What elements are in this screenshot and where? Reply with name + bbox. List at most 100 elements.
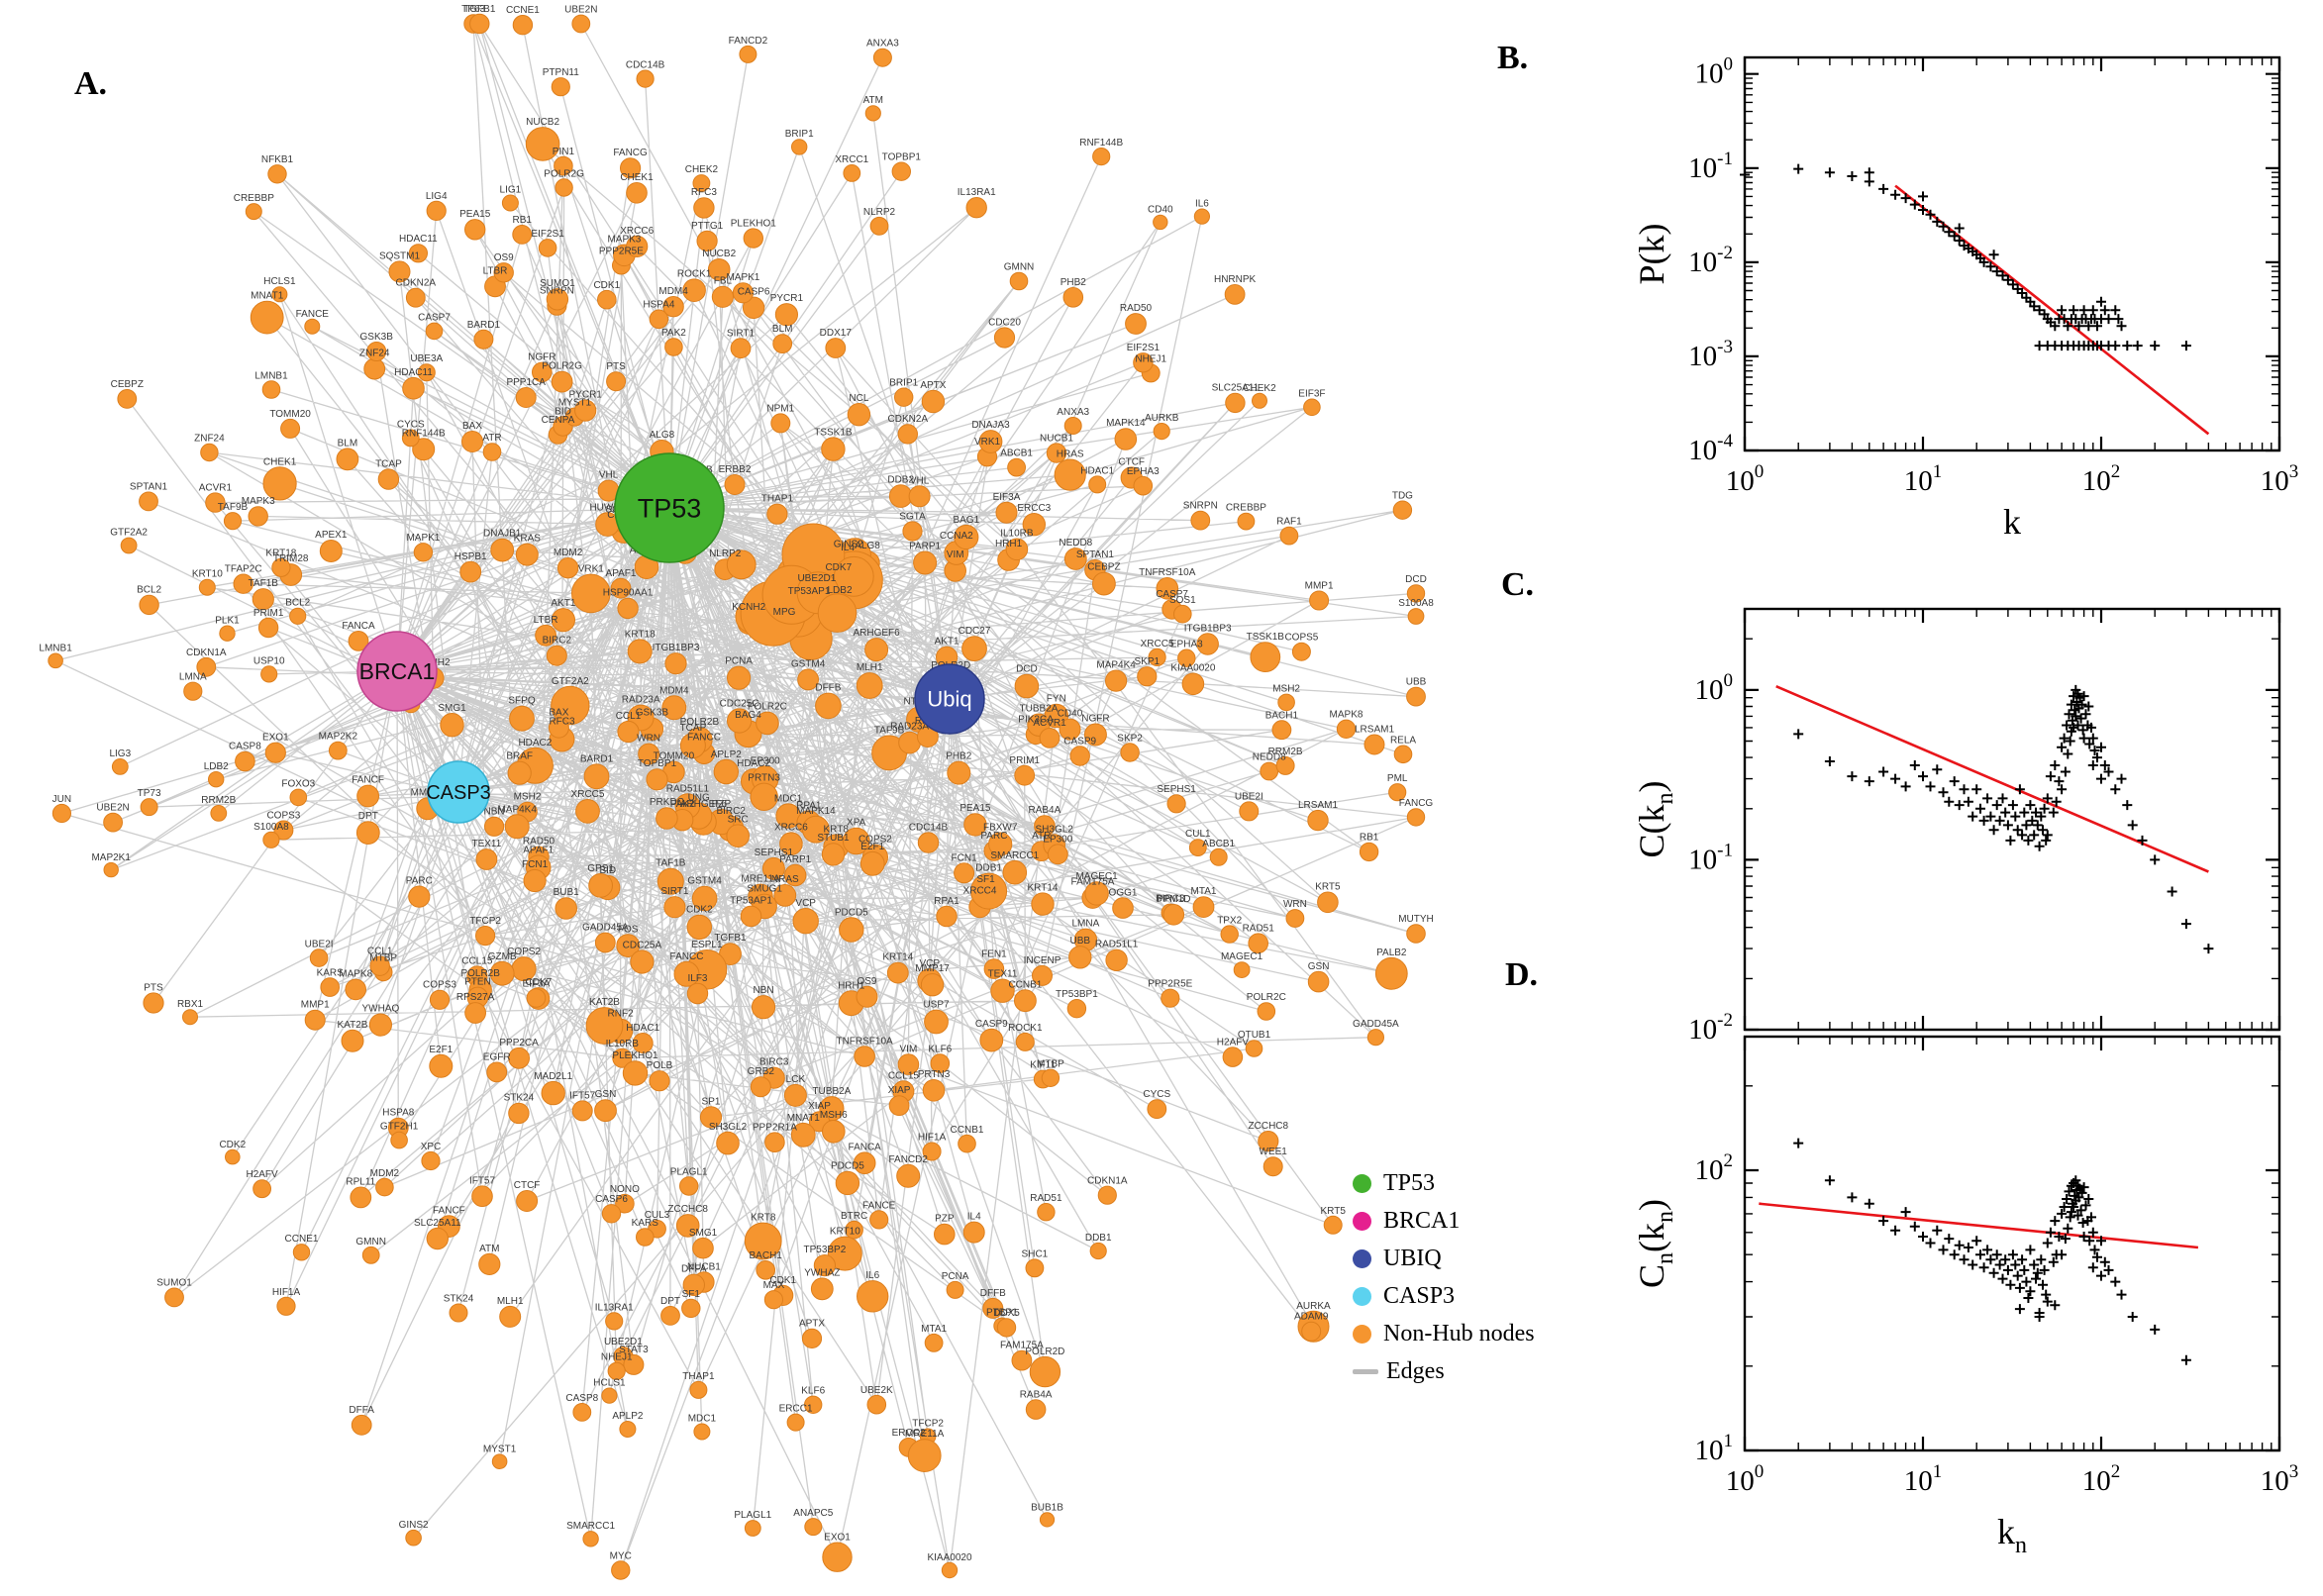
svg-text:NLRP2: NLRP2: [863, 207, 896, 218]
panel-a-label: A.: [74, 65, 108, 102]
svg-text:XRCC4: XRCC4: [963, 886, 997, 897]
svg-text:LMNA: LMNA: [1072, 919, 1100, 930]
svg-text:PLEKHO1: PLEKHO1: [612, 1050, 658, 1061]
svg-text:KRT18: KRT18: [625, 630, 656, 641]
svg-text:TNFRSF10A: TNFRSF10A: [1139, 567, 1196, 578]
svg-text:FAM175A: FAM175A: [1000, 1341, 1044, 1351]
svg-text:ATM: ATM: [863, 95, 883, 106]
edge-line-icon: [1353, 1368, 1378, 1374]
svg-text:CYCS: CYCS: [1143, 1089, 1170, 1100]
svg-text:RPL11: RPL11: [346, 1177, 375, 1188]
y-axis-title: Cn(kn): [1634, 1199, 1678, 1288]
svg-text:UBE3A: UBE3A: [410, 353, 443, 364]
svg-text:PTPN11: PTPN11: [543, 67, 579, 78]
svg-text:VCP: VCP: [920, 958, 941, 969]
svg-text:JUN: JUN: [52, 794, 71, 805]
svg-text:ATR: ATR: [1032, 831, 1051, 842]
svg-text:POLR2C: POLR2C: [1247, 992, 1286, 1003]
svg-text:WRN: WRN: [1283, 899, 1307, 910]
svg-text:MMP1: MMP1: [1305, 581, 1334, 592]
svg-text:SMARCC1: SMARCC1: [990, 850, 1039, 861]
svg-text:KAT2B: KAT2B: [338, 1020, 368, 1031]
svg-text:ESPL1: ESPL1: [691, 940, 723, 950]
fit-line: [1759, 1202, 2199, 1249]
svg-text:BCL2: BCL2: [285, 598, 310, 609]
svg-text:CHEK2: CHEK2: [685, 164, 719, 175]
svg-text:S100A8: S100A8: [253, 822, 289, 833]
svg-text:TFCP2: TFCP2: [469, 916, 501, 927]
svg-text:PTTG1: PTTG1: [691, 221, 724, 232]
svg-text:FEN1: FEN1: [981, 948, 1007, 959]
tp53-node-icon: [1353, 1173, 1371, 1193]
svg-text:MSH2: MSH2: [514, 792, 542, 803]
legend-label: TP53: [1383, 1169, 1436, 1196]
svg-text:TP53AP1: TP53AP1: [730, 896, 772, 907]
svg-text:FOS: FOS: [618, 924, 639, 935]
svg-text:CHEK1: CHEK1: [263, 456, 297, 467]
svg-text:SIRT1: SIRT1: [660, 886, 689, 897]
svg-text:EIF3F: EIF3F: [1298, 389, 1325, 400]
svg-text:AURKA: AURKA: [1296, 1301, 1331, 1312]
svg-text:BCL2: BCL2: [137, 585, 161, 596]
svg-text:FBL: FBL: [714, 276, 733, 287]
svg-text:ILF3: ILF3: [687, 973, 707, 984]
svg-text:MNAT1: MNAT1: [251, 291, 284, 302]
svg-text:SNRPN: SNRPN: [540, 286, 574, 297]
svg-text:SMARCC1: SMARCC1: [566, 1521, 615, 1532]
svg-text:CCNB1: CCNB1: [1008, 979, 1042, 990]
svg-text:TPX2: TPX2: [1217, 915, 1242, 926]
svg-text:SHC1: SHC1: [1022, 1248, 1049, 1259]
svg-text:ARHGEF6: ARHGEF6: [680, 799, 728, 810]
svg-text:FAM175A: FAM175A: [1071, 877, 1115, 888]
svg-text:NBN: NBN: [484, 807, 505, 818]
svg-text:TOMM20: TOMM20: [654, 751, 695, 762]
svg-text:KRT8: KRT8: [824, 825, 850, 836]
svg-text:TCAP: TCAP: [375, 458, 402, 469]
svg-text:DPT: DPT: [358, 811, 378, 822]
svg-text:ANXA3: ANXA3: [866, 39, 899, 50]
svg-text:PTBP1: PTBP1: [986, 1308, 1018, 1319]
svg-text:NONO: NONO: [610, 1184, 640, 1195]
svg-text:CDK2: CDK2: [686, 905, 713, 916]
svg-text:TUBB2A: TUBB2A: [1020, 704, 1059, 715]
svg-text:BIRC2: BIRC2: [716, 806, 746, 817]
hub-brca1: [356, 631, 438, 712]
svg-text:XPC: XPC: [421, 1142, 442, 1152]
svg-text:MAP2K2: MAP2K2: [319, 732, 358, 743]
svg-text:UBE2I: UBE2I: [1235, 791, 1263, 802]
svg-text:102: 102: [2082, 461, 2121, 497]
svg-text:MDC1: MDC1: [688, 1413, 717, 1424]
svg-text:FANCC: FANCC: [687, 733, 721, 744]
svg-text:GRB2: GRB2: [748, 1066, 775, 1077]
svg-text:PPP2R1A: PPP2R1A: [753, 1122, 797, 1133]
svg-text:SLC25A11: SLC25A11: [414, 1218, 461, 1229]
svg-text:GZMB: GZMB: [488, 951, 517, 962]
svg-text:XPA: XPA: [847, 818, 866, 829]
svg-text:102: 102: [2082, 1461, 2121, 1497]
svg-text:DFFB: DFFB: [815, 683, 841, 694]
svg-text:THAP1: THAP1: [761, 494, 794, 505]
svg-text:GMNN: GMNN: [1004, 262, 1035, 273]
node-labels-layer: HDAC2EP300PRTN3APLP2BAG4BIRC2MDC1PZPSRCP…: [39, 4, 1434, 1563]
svg-text:E2F1: E2F1: [429, 1045, 453, 1055]
legend-item-tp53: TP53: [1353, 1164, 1535, 1202]
svg-text:RAB4A: RAB4A: [1020, 1389, 1053, 1400]
svg-text:HCLS1: HCLS1: [593, 1378, 626, 1389]
svg-text:XRCC5: XRCC5: [571, 789, 605, 800]
svg-text:CCL1: CCL1: [616, 711, 642, 722]
svg-text:BARD1: BARD1: [580, 754, 614, 765]
svg-text:ERCC3: ERCC3: [1017, 503, 1051, 514]
svg-text:ANXA3: ANXA3: [1057, 407, 1089, 418]
svg-text:CCL15: CCL15: [888, 1070, 920, 1081]
svg-text:CHEK1: CHEK1: [620, 172, 654, 183]
svg-text:TP53AP1: TP53AP1: [788, 586, 831, 597]
svg-text:POLR2G: POLR2G: [544, 168, 584, 179]
svg-text:RNF144B: RNF144B: [402, 428, 446, 439]
svg-text:RPA1: RPA1: [934, 896, 960, 907]
svg-text:STK24: STK24: [504, 1093, 535, 1104]
svg-text:UBE2D1: UBE2D1: [604, 1337, 643, 1347]
svg-text:GPS1: GPS1: [587, 863, 614, 874]
svg-text:MRE11A: MRE11A: [905, 1429, 945, 1440]
svg-text:RELA: RELA: [1390, 736, 1416, 747]
